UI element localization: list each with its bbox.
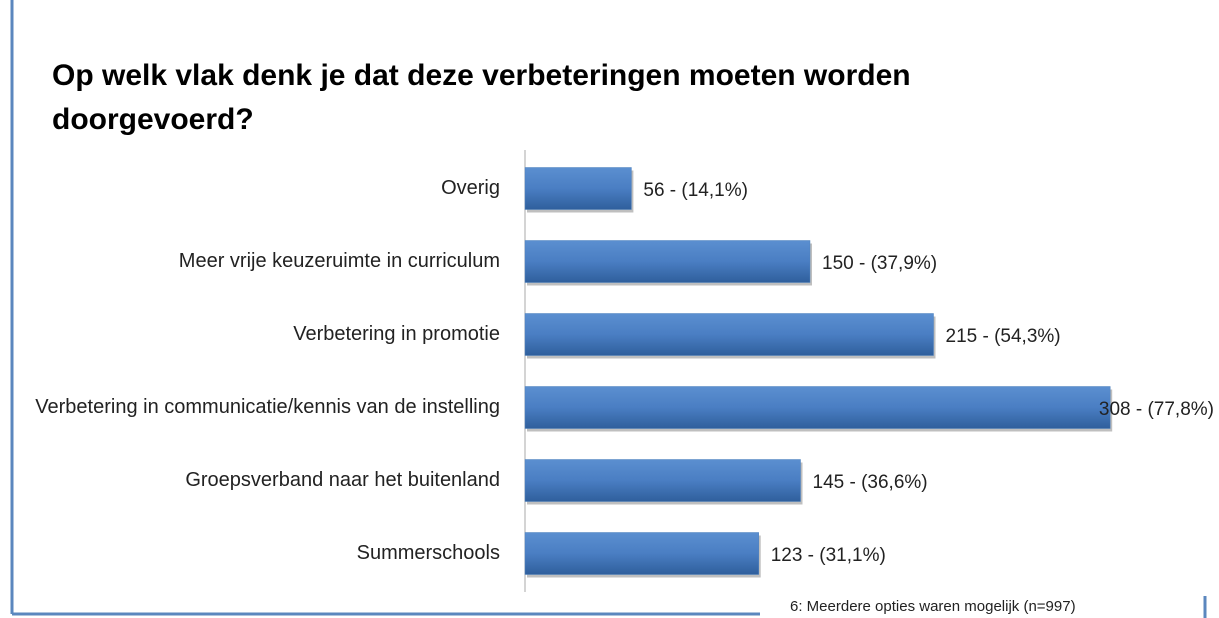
value-label: 215 - (54,3%) (945, 325, 1061, 347)
chart-title: Op welk vlak denk je dat deze verbeterin… (52, 59, 911, 136)
category-label: Meer vrije keuzeruimte in curriculum (178, 250, 500, 272)
category-label: Verbetering in promotie (293, 323, 500, 345)
bar (524, 313, 934, 356)
bar (524, 167, 632, 210)
value-label: 308 - (77,8%) (1098, 398, 1214, 420)
bar (524, 386, 1111, 429)
bar (524, 240, 811, 283)
value-label: 123 - (31,1%) (770, 544, 886, 566)
category-label: Overig (441, 177, 500, 199)
bar (524, 459, 801, 502)
value-label: 56 - (14,1%) (643, 179, 748, 201)
category-label: Verbetering in communicatie/kennis van d… (35, 396, 500, 418)
bar (524, 532, 759, 575)
category-label: Groepsverband naar het buitenland (185, 469, 500, 491)
value-label: 150 - (37,9%) (822, 252, 938, 274)
footnote: 6: Meerdere opties waren mogelijk (n=997… (790, 598, 1076, 615)
value-label: 145 - (36,6%) (812, 471, 928, 493)
category-label: Summerschools (356, 542, 500, 564)
